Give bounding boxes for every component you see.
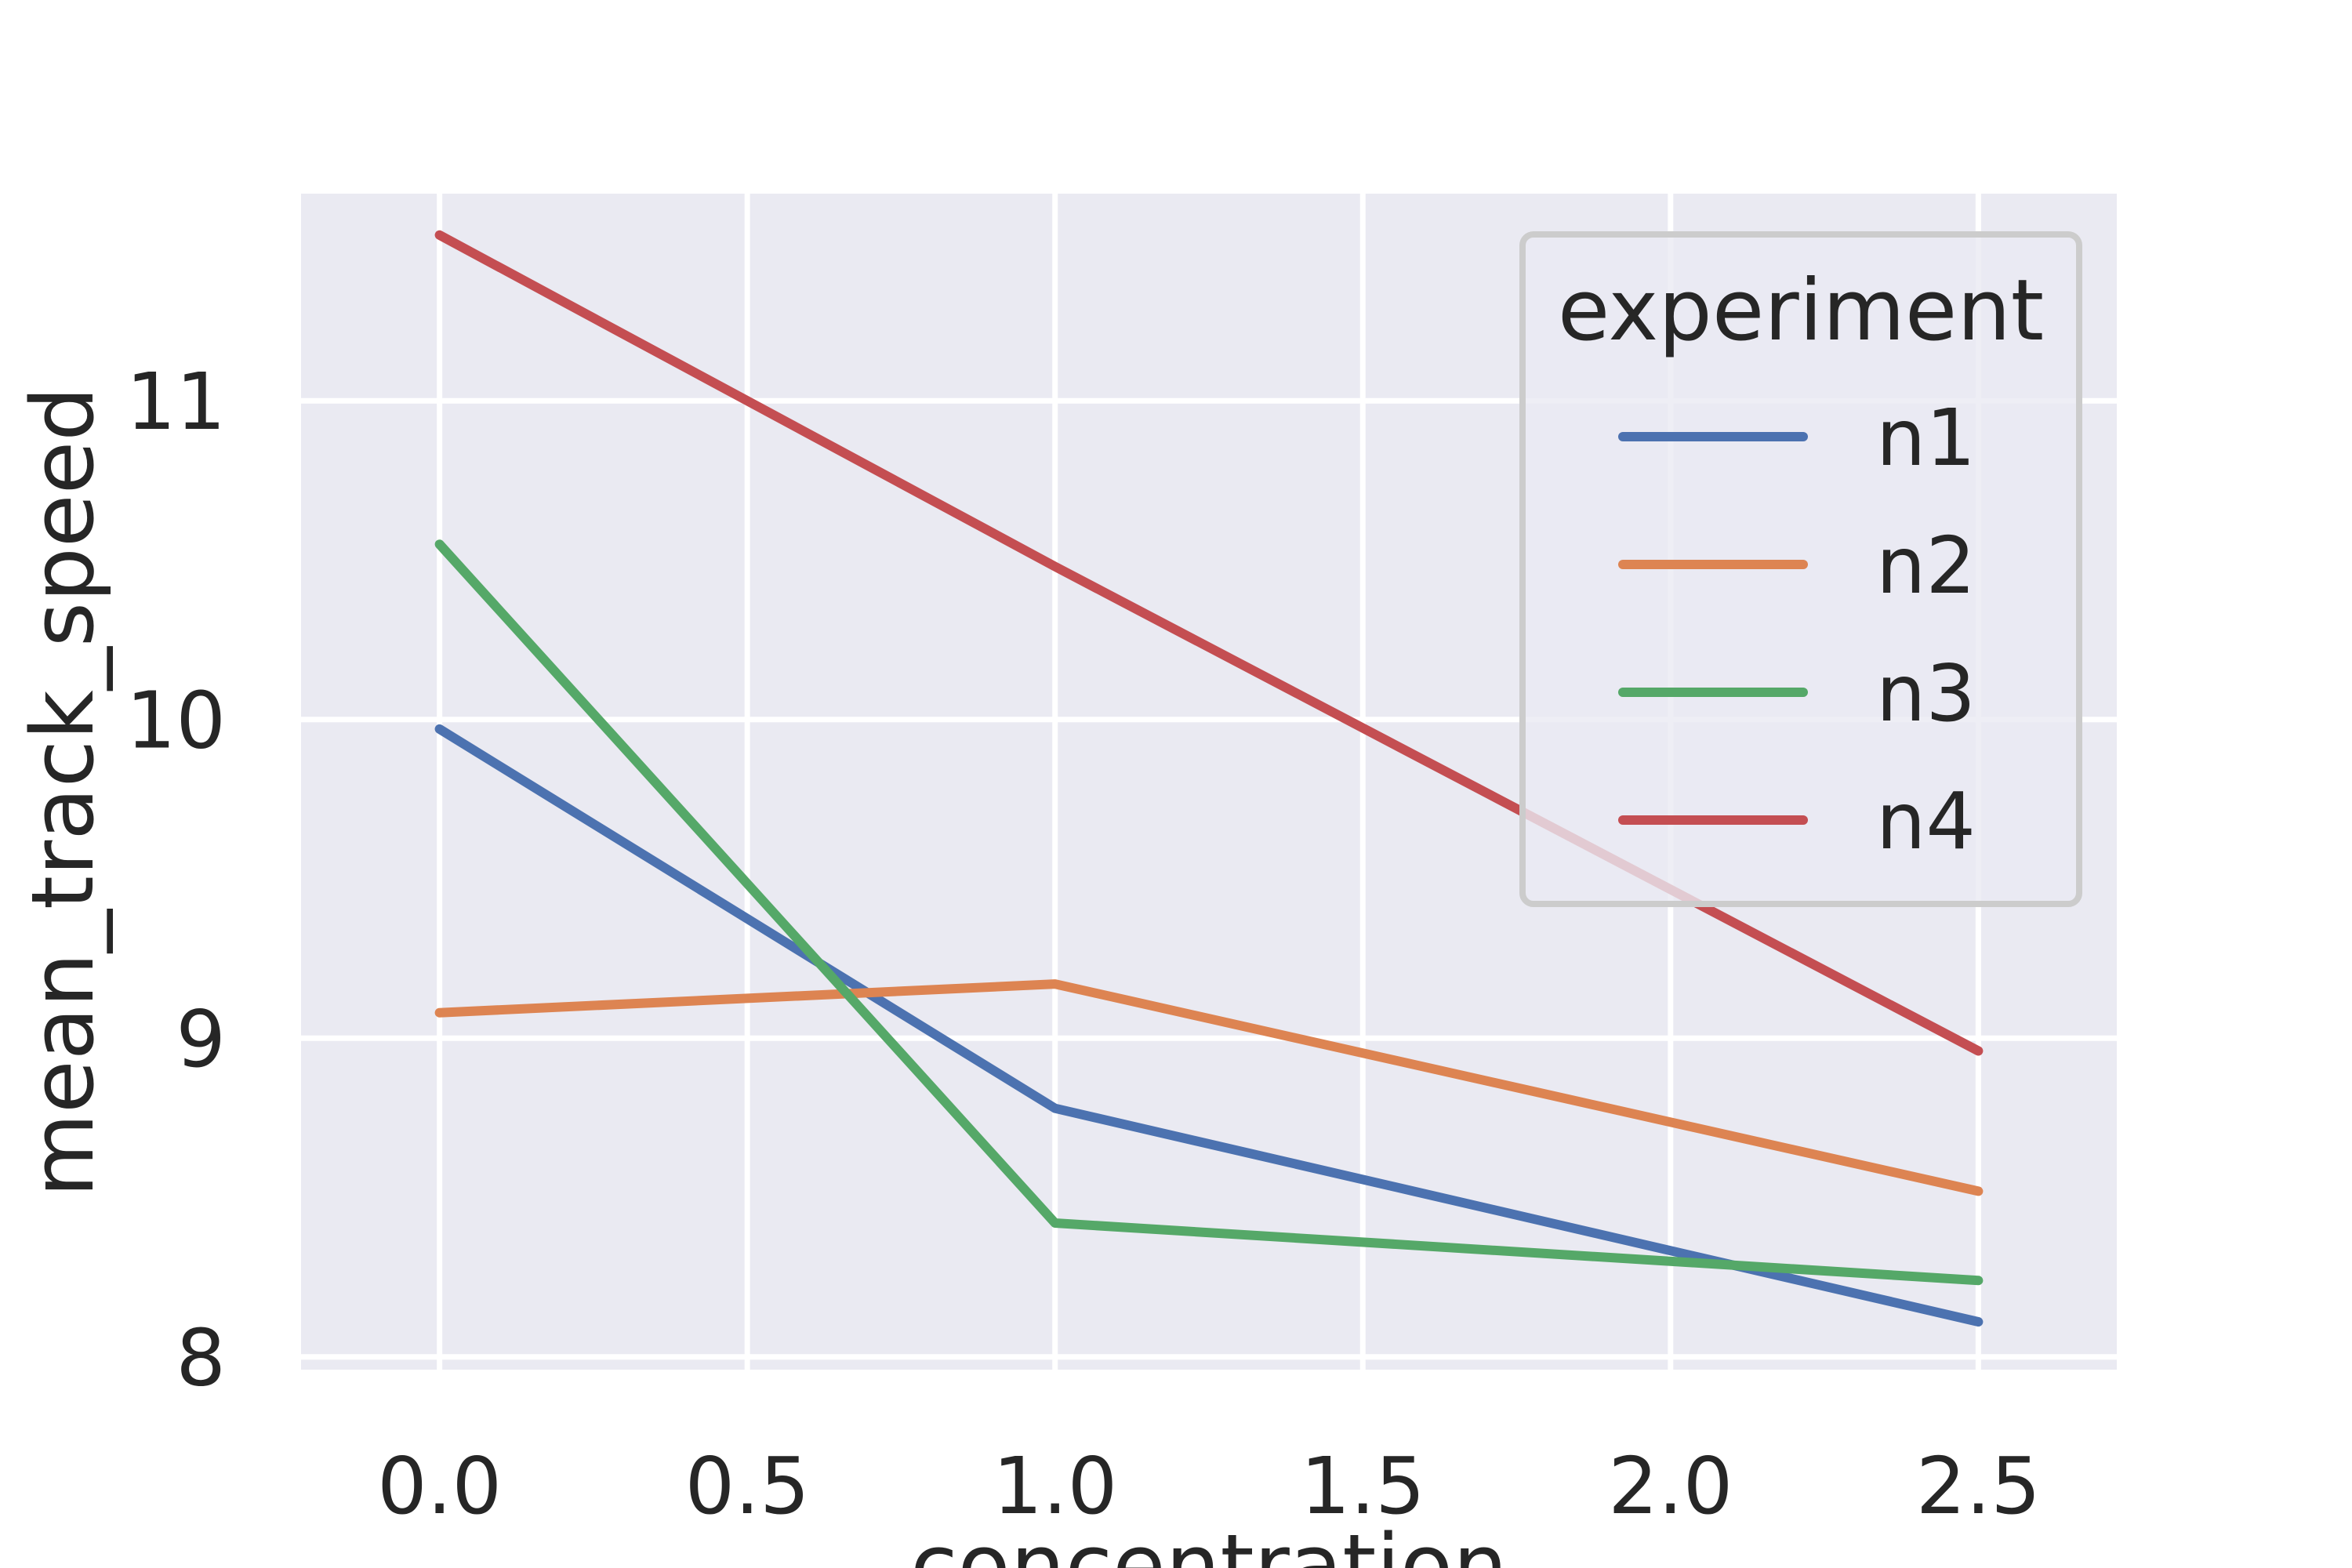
series-line-n1 [434,724,1984,1327]
x-tick-label: 2.5 [1916,1440,2041,1532]
x-tick-label: 0.0 [377,1440,502,1532]
y-tick-label: 11 [126,356,226,448]
legend-title: experiment [1558,262,2044,360]
x-tick-label: 2.0 [1608,1440,1733,1532]
tick-labels: 0.0 0.5 1.0 1.5 2.0 2.5 8 9 10 11 [126,356,2041,1532]
series-line-n2 [434,979,1984,1196]
x-tick-label: 1.5 [1301,1440,1425,1532]
y-tick-label: 8 [176,1312,226,1404]
y-tick-label: 9 [176,993,226,1085]
legend-label-n4: n4 [1876,775,1976,867]
legend-label-n1: n1 [1876,392,1976,484]
x-tick-label: 0.5 [685,1440,810,1532]
x-axis-title: concentration [910,1515,1508,1568]
y-tick-label: 10 [126,675,226,767]
series-line-n3 [434,539,1984,1286]
legend: experiment n1 n2 n3 n4 [1519,231,2082,907]
y-axis-title: mean_track_speed [13,387,113,1197]
legend-items: n1 n2 n3 n4 [1618,392,1976,867]
legend-label-n2: n2 [1876,520,1976,612]
x-tick-label: 1.0 [993,1440,1117,1532]
legend-label-n3: n3 [1876,648,1976,739]
